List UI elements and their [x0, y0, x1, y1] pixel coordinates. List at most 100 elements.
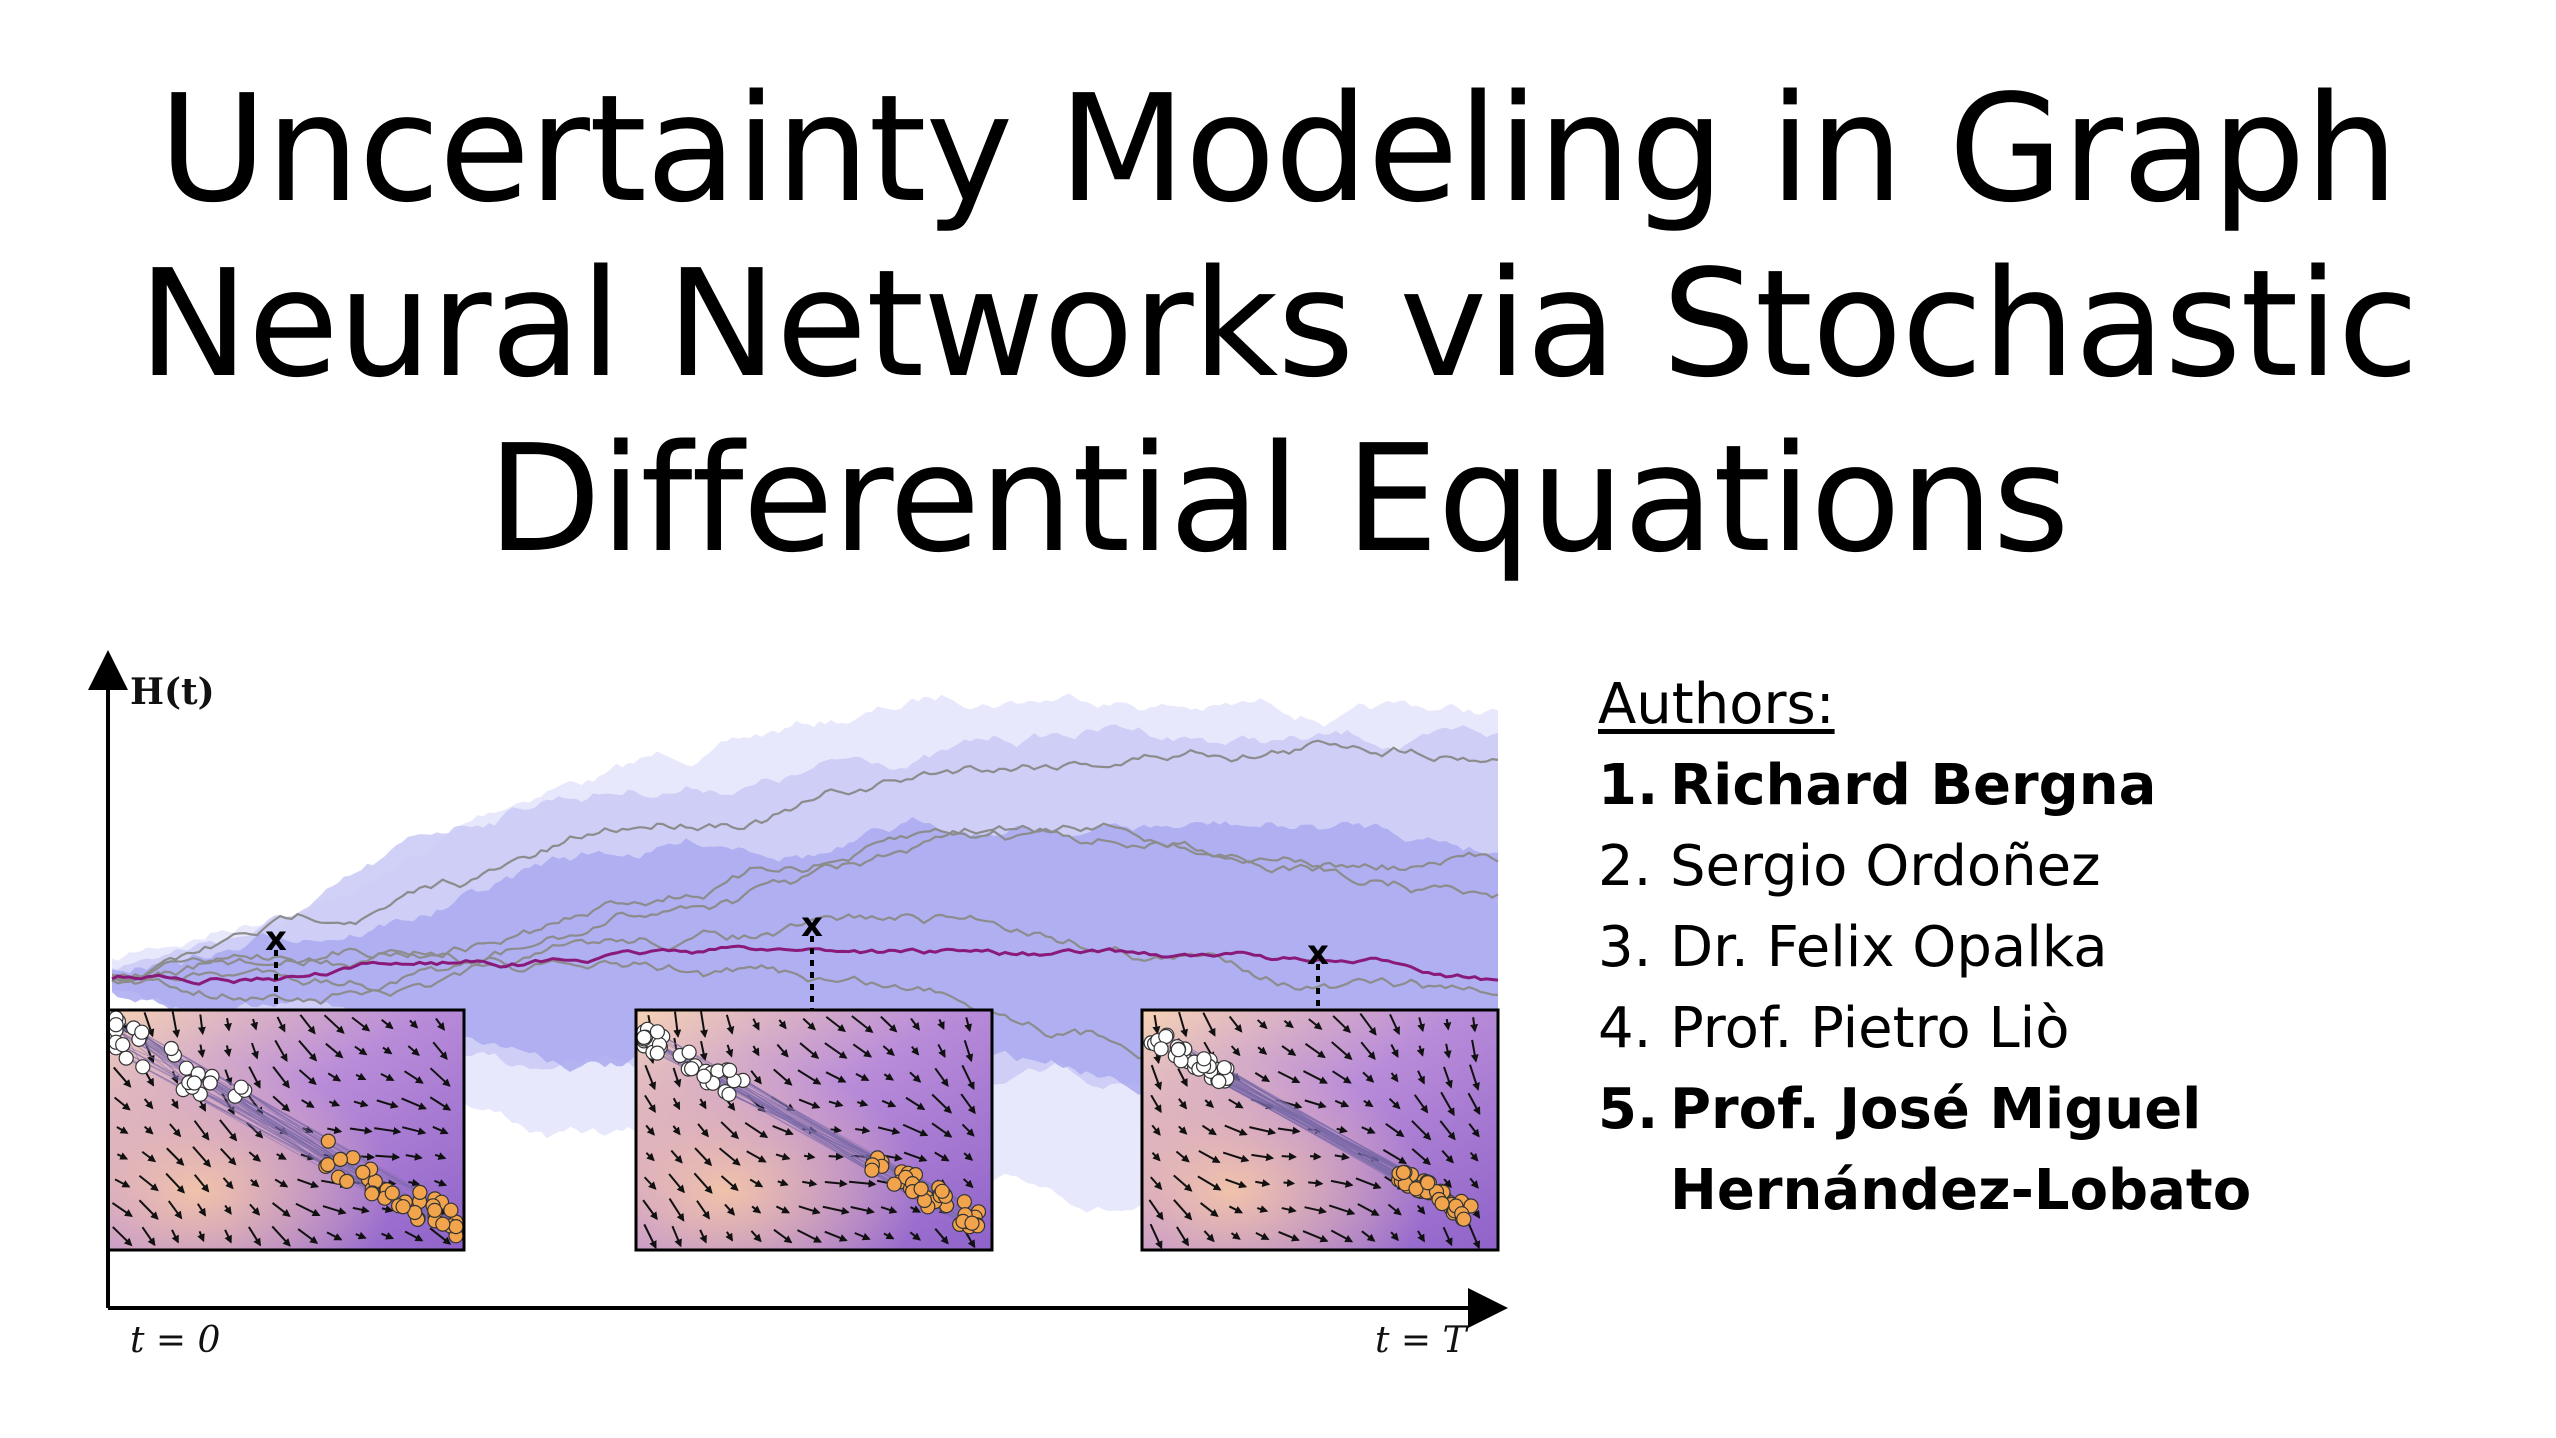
graph-edge	[115, 1047, 364, 1173]
snapshot-marker: x	[1307, 933, 1329, 973]
graph-edge	[191, 1086, 329, 1166]
graph-node	[886, 1176, 902, 1192]
field-arrow	[855, 1072, 870, 1082]
graph-node	[1170, 1042, 1186, 1058]
graph-snapshot-panel	[106, 1008, 466, 1252]
field-arrow	[224, 1229, 232, 1244]
authors-block: Authors: 1. Richard Bergna 2. Sergio Ord…	[1598, 664, 2556, 1231]
graph-node	[163, 1040, 179, 1057]
field-arrow	[672, 1125, 681, 1136]
field-arrow	[408, 1178, 421, 1187]
field-arrow	[166, 1147, 185, 1166]
field-arrow	[880, 1206, 898, 1214]
field-arrow	[778, 1019, 787, 1030]
field-arrow	[1249, 1126, 1277, 1136]
field-arrow	[326, 1231, 343, 1241]
field-arrow	[1416, 1045, 1425, 1057]
field-arrow	[797, 1229, 822, 1243]
graph-node	[427, 1202, 443, 1219]
field-arrow	[1361, 1126, 1376, 1134]
graph-edge	[115, 1024, 386, 1199]
field-arrow	[381, 1205, 394, 1214]
graph-node	[1420, 1175, 1436, 1191]
field-arrow	[849, 1179, 877, 1188]
field-arrow	[798, 1098, 821, 1109]
field-arrow	[1148, 1199, 1164, 1221]
field-arrow	[272, 1066, 290, 1089]
field-arrow	[773, 1068, 793, 1086]
field-arrow	[1389, 1013, 1400, 1036]
field-arrow	[138, 1174, 159, 1192]
field-arrow	[802, 1179, 818, 1188]
field-arrow	[797, 1069, 822, 1085]
field-arrow	[931, 1122, 953, 1138]
field-arrow	[1304, 1206, 1327, 1215]
field-arrow	[1328, 1204, 1356, 1216]
field-arrow	[271, 1202, 291, 1218]
field-arrow	[642, 1199, 658, 1221]
field-arrow	[854, 1232, 871, 1241]
field-arrow	[250, 1042, 259, 1060]
graph-node	[956, 1194, 973, 1210]
author-name: Richard Bergna	[1670, 753, 2157, 818]
field-arrow	[1357, 1203, 1380, 1216]
field-arrow	[1355, 1177, 1382, 1190]
field-arrow	[963, 1152, 974, 1161]
field-arrow	[1198, 1149, 1221, 1164]
field-arrow	[143, 1098, 154, 1110]
graph-node	[443, 1202, 459, 1218]
graph-node	[435, 1216, 451, 1232]
field-arrow	[903, 1151, 928, 1163]
field-arrow	[1283, 1178, 1296, 1187]
field-arrow	[672, 1097, 681, 1111]
graph-node	[1196, 1051, 1212, 1067]
field-arrow	[824, 1042, 848, 1059]
field-arrow	[407, 1045, 420, 1057]
field-arrow	[434, 1152, 447, 1160]
graph-node	[332, 1151, 348, 1167]
field-arrow	[798, 1205, 821, 1215]
field-arrow	[1469, 1064, 1480, 1091]
field-arrow	[429, 1096, 452, 1111]
field-arrow	[1254, 1071, 1271, 1083]
graph-node	[1395, 1164, 1412, 1181]
graph-node	[1434, 1195, 1450, 1212]
field-arrow	[1411, 1148, 1431, 1166]
graph-node	[1216, 1060, 1232, 1076]
field-arrow	[1443, 1043, 1452, 1059]
field-arrow	[1255, 1231, 1270, 1241]
field-arrow	[881, 1099, 897, 1108]
field-arrow	[1151, 1152, 1161, 1162]
field-arrow	[1151, 1124, 1161, 1136]
author-number: 3.	[1598, 915, 1652, 980]
field-arrow	[1467, 1092, 1481, 1116]
field-arrow	[1363, 1099, 1374, 1108]
field-arrow	[274, 1039, 288, 1063]
field-arrow	[1411, 1120, 1432, 1141]
field-arrow	[1334, 1099, 1350, 1108]
field-arrow	[883, 1231, 895, 1240]
graph-node	[649, 1045, 665, 1061]
field-arrow	[644, 1064, 657, 1091]
field-arrow	[1178, 1011, 1188, 1038]
field-arrow	[909, 1205, 921, 1213]
field-arrow	[1390, 1231, 1399, 1242]
sample-trajectory-3	[111, 913, 1499, 998]
author-item: 4. Prof. Pietro Liò	[1598, 988, 2556, 1069]
field-arrow	[1388, 1098, 1401, 1110]
sample-trajectory-5	[111, 822, 1499, 1005]
field-arrow	[697, 1123, 709, 1138]
field-arrow	[1228, 1205, 1244, 1214]
field-arrow	[964, 1017, 972, 1033]
field-arrow	[960, 1093, 976, 1115]
field-arrow	[961, 1064, 975, 1091]
graph-node	[721, 1062, 738, 1078]
field-arrow	[882, 1045, 895, 1057]
graph-node	[681, 1044, 697, 1060]
field-arrow	[1309, 1152, 1322, 1161]
field-arrow	[1308, 1179, 1324, 1188]
field-arrow	[775, 1205, 791, 1214]
field-arrow	[883, 1072, 895, 1081]
field-arrow	[354, 1045, 368, 1056]
author-item: 5. Prof. José Miguel Hernández-Lobato	[1598, 1069, 2556, 1231]
